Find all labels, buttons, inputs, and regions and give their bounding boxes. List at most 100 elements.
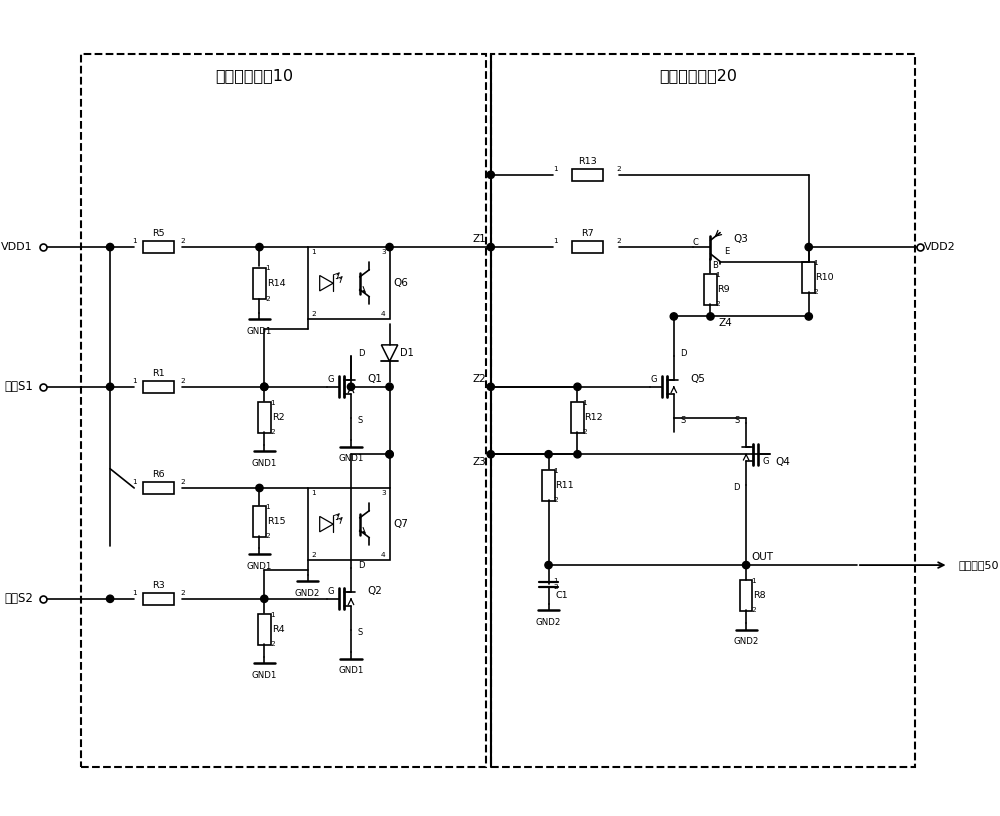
- Text: S: S: [734, 416, 739, 425]
- Bar: [704, 274, 717, 305]
- Text: Q3: Q3: [734, 234, 748, 244]
- Bar: [253, 268, 266, 299]
- Bar: [308, 488, 390, 561]
- Text: GND1: GND1: [247, 561, 272, 570]
- Text: S: S: [358, 416, 363, 425]
- Circle shape: [106, 595, 114, 602]
- Text: Z4: Z4: [718, 318, 732, 328]
- Text: 2: 2: [265, 533, 270, 539]
- Bar: [572, 241, 603, 253]
- Text: E: E: [724, 247, 729, 256]
- Text: 2: 2: [617, 237, 621, 244]
- Text: S: S: [358, 628, 363, 637]
- Text: 1: 1: [814, 260, 818, 267]
- Circle shape: [487, 450, 494, 458]
- Text: R13: R13: [578, 157, 596, 166]
- Bar: [258, 614, 271, 645]
- Text: VDD2: VDD2: [924, 242, 956, 252]
- Text: G: G: [651, 375, 657, 384]
- Circle shape: [261, 595, 268, 602]
- Text: GND1: GND1: [338, 666, 364, 675]
- Circle shape: [805, 243, 812, 251]
- Circle shape: [106, 384, 114, 391]
- Circle shape: [256, 243, 263, 251]
- Text: Q5: Q5: [690, 374, 705, 384]
- Text: C1: C1: [555, 592, 568, 601]
- Circle shape: [487, 243, 494, 251]
- Text: R14: R14: [267, 279, 286, 288]
- Circle shape: [386, 450, 393, 458]
- Text: 1: 1: [553, 166, 558, 171]
- Text: Z3: Z3: [472, 457, 486, 467]
- Text: R11: R11: [555, 481, 574, 490]
- Text: 2: 2: [553, 584, 558, 590]
- Text: C: C: [692, 237, 698, 246]
- Text: 1: 1: [132, 479, 137, 485]
- Text: 1: 1: [751, 579, 756, 584]
- Bar: [258, 402, 271, 433]
- Text: 1: 1: [553, 579, 558, 584]
- Text: Q6: Q6: [393, 278, 408, 288]
- Text: R8: R8: [753, 592, 765, 601]
- Text: GND1: GND1: [247, 326, 272, 335]
- Bar: [143, 241, 174, 253]
- Circle shape: [487, 384, 494, 391]
- Text: R4: R4: [272, 625, 285, 634]
- Text: 1: 1: [715, 272, 720, 278]
- Text: 1: 1: [270, 612, 275, 619]
- Text: D1: D1: [400, 348, 414, 358]
- Text: 1: 1: [553, 237, 558, 244]
- Text: D: D: [358, 348, 364, 357]
- Circle shape: [707, 313, 714, 320]
- Circle shape: [261, 384, 268, 391]
- Text: Q2: Q2: [367, 586, 382, 596]
- Text: VDD1: VDD1: [1, 242, 33, 252]
- Text: 2: 2: [270, 429, 275, 435]
- Bar: [802, 263, 815, 293]
- Bar: [253, 506, 266, 537]
- Text: G: G: [328, 587, 334, 596]
- Text: R6: R6: [152, 470, 165, 479]
- Text: 4: 4: [381, 311, 386, 317]
- Text: 2: 2: [180, 378, 185, 384]
- Circle shape: [574, 384, 581, 391]
- Bar: [572, 169, 603, 181]
- Text: R10: R10: [816, 273, 834, 282]
- Circle shape: [545, 450, 552, 458]
- Text: 2: 2: [265, 296, 270, 302]
- Circle shape: [106, 243, 114, 251]
- Text: 4: 4: [381, 552, 386, 558]
- Text: OUT: OUT: [751, 552, 773, 562]
- Text: Q4: Q4: [775, 457, 790, 467]
- Text: 1: 1: [312, 490, 316, 496]
- Circle shape: [670, 313, 678, 320]
- Text: 1: 1: [312, 250, 316, 255]
- Bar: [308, 247, 390, 319]
- Circle shape: [386, 384, 393, 391]
- Bar: [143, 380, 174, 393]
- Text: Q1: Q1: [367, 374, 382, 384]
- Text: 2: 2: [180, 589, 185, 596]
- Text: 2: 2: [751, 607, 756, 614]
- Bar: [571, 402, 584, 433]
- Text: 2: 2: [312, 311, 316, 317]
- Circle shape: [261, 384, 268, 391]
- Bar: [542, 470, 555, 500]
- Text: 3: 3: [381, 250, 386, 255]
- Text: R9: R9: [717, 285, 730, 294]
- Text: Z2: Z2: [472, 374, 486, 384]
- Text: 1: 1: [265, 265, 270, 271]
- Circle shape: [742, 561, 750, 569]
- Circle shape: [386, 450, 393, 458]
- Bar: [143, 481, 174, 494]
- Text: 2: 2: [582, 429, 587, 435]
- Text: 信号S2: 信号S2: [4, 592, 33, 605]
- Text: 1: 1: [132, 378, 137, 384]
- Circle shape: [386, 243, 393, 251]
- Text: 信号输出模块20: 信号输出模块20: [659, 69, 737, 83]
- Text: 2: 2: [553, 497, 558, 503]
- Circle shape: [256, 485, 263, 492]
- Text: R2: R2: [272, 413, 285, 422]
- Bar: [491, 55, 915, 768]
- Text: G: G: [328, 375, 334, 384]
